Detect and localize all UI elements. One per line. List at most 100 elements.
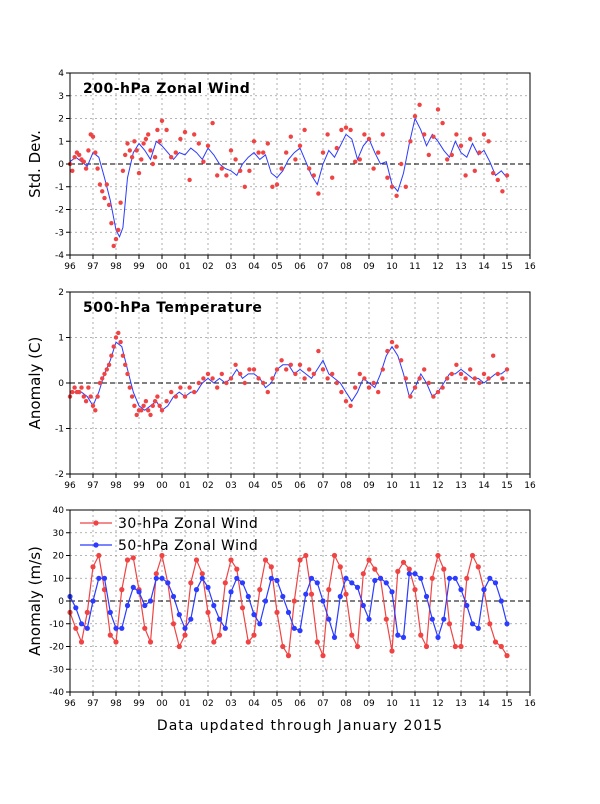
data-point bbox=[325, 376, 330, 381]
data-point bbox=[88, 394, 93, 399]
data-point bbox=[380, 367, 385, 372]
data-point bbox=[400, 634, 407, 641]
x-tick-label: 00 bbox=[156, 699, 168, 709]
x-tick-label: 97 bbox=[87, 262, 98, 272]
y-axis-label: Std. Dev. bbox=[26, 130, 44, 198]
data-point bbox=[123, 362, 128, 367]
data-point bbox=[104, 367, 110, 372]
data-point bbox=[440, 385, 445, 390]
x-tick-label: 16 bbox=[524, 262, 536, 272]
data-point bbox=[354, 643, 361, 650]
data-point bbox=[458, 587, 464, 593]
data-point bbox=[406, 566, 412, 572]
data-point bbox=[383, 580, 389, 586]
data-point bbox=[242, 380, 247, 386]
y-tick-label: 1 bbox=[58, 137, 64, 147]
data-point bbox=[366, 385, 372, 390]
data-point bbox=[325, 132, 330, 137]
data-point bbox=[284, 150, 289, 155]
data-point bbox=[412, 587, 418, 593]
data-point bbox=[353, 159, 358, 164]
data-point bbox=[385, 175, 390, 180]
data-point bbox=[481, 587, 487, 593]
x-tick-label: 11 bbox=[409, 699, 420, 709]
data-point bbox=[124, 557, 131, 563]
data-point bbox=[449, 152, 454, 158]
data-point bbox=[452, 643, 458, 650]
data-point bbox=[435, 389, 441, 395]
data-point bbox=[265, 389, 270, 395]
data-point bbox=[159, 118, 165, 124]
data-point bbox=[251, 632, 257, 638]
data-point bbox=[418, 575, 424, 581]
data-point bbox=[95, 394, 100, 399]
data-point bbox=[106, 362, 112, 367]
data-point bbox=[157, 139, 162, 144]
data-point bbox=[251, 612, 257, 618]
data-point bbox=[449, 371, 454, 377]
data-point bbox=[498, 643, 504, 650]
x-tick-label: 02 bbox=[202, 262, 213, 272]
data-point bbox=[297, 628, 303, 634]
x-tick-label: 14 bbox=[478, 699, 490, 709]
data-point bbox=[196, 141, 201, 146]
data-point bbox=[78, 621, 85, 627]
x-tick-label: 01 bbox=[179, 481, 190, 491]
legend-marker bbox=[93, 542, 99, 548]
data-point bbox=[445, 376, 450, 381]
data-point bbox=[113, 236, 119, 242]
data-point bbox=[150, 161, 155, 167]
data-point bbox=[399, 358, 404, 363]
data-point bbox=[219, 166, 224, 171]
data-point bbox=[79, 385, 84, 390]
data-point bbox=[274, 577, 280, 584]
data-point bbox=[70, 389, 75, 395]
data-point bbox=[339, 389, 344, 395]
x-tick-label: 96 bbox=[64, 262, 76, 272]
data-point bbox=[458, 143, 464, 148]
data-point bbox=[395, 632, 401, 638]
data-point bbox=[205, 584, 211, 591]
data-point bbox=[169, 155, 174, 160]
data-point bbox=[418, 632, 424, 638]
data-point bbox=[196, 380, 201, 386]
data-point bbox=[193, 557, 200, 563]
data-point bbox=[211, 602, 217, 609]
data-point bbox=[134, 412, 139, 418]
data-point bbox=[500, 376, 505, 381]
data-point bbox=[426, 380, 431, 386]
data-point bbox=[279, 358, 284, 363]
data-point bbox=[132, 139, 137, 144]
data-point bbox=[251, 367, 257, 372]
data-point bbox=[274, 609, 280, 616]
data-point bbox=[90, 598, 96, 604]
data-point bbox=[487, 621, 493, 627]
x-tick-label: 10 bbox=[386, 481, 398, 491]
y-tick-label: 30 bbox=[53, 529, 65, 539]
data-point bbox=[477, 150, 482, 155]
data-point bbox=[422, 367, 427, 372]
data-point bbox=[270, 184, 275, 189]
data-point bbox=[331, 634, 338, 641]
data-point bbox=[429, 575, 435, 581]
data-point bbox=[211, 639, 217, 645]
data-point bbox=[288, 362, 293, 367]
data-point bbox=[445, 157, 450, 162]
data-point bbox=[406, 571, 412, 577]
x-tick-label: 08 bbox=[340, 699, 352, 709]
y-tick-label: -30 bbox=[49, 665, 64, 675]
data-point bbox=[288, 134, 293, 139]
data-point bbox=[403, 184, 408, 189]
data-point bbox=[274, 182, 280, 187]
data-point bbox=[129, 155, 135, 160]
data-point bbox=[399, 161, 404, 167]
data-point bbox=[153, 575, 159, 581]
series-line bbox=[69, 553, 508, 658]
y-tick-label: 0 bbox=[58, 597, 64, 607]
data-point bbox=[314, 580, 320, 586]
x-tick-label: 15 bbox=[501, 481, 512, 491]
data-point bbox=[303, 552, 309, 559]
data-point bbox=[423, 643, 430, 650]
data-point bbox=[90, 134, 96, 139]
data-point bbox=[245, 639, 251, 645]
